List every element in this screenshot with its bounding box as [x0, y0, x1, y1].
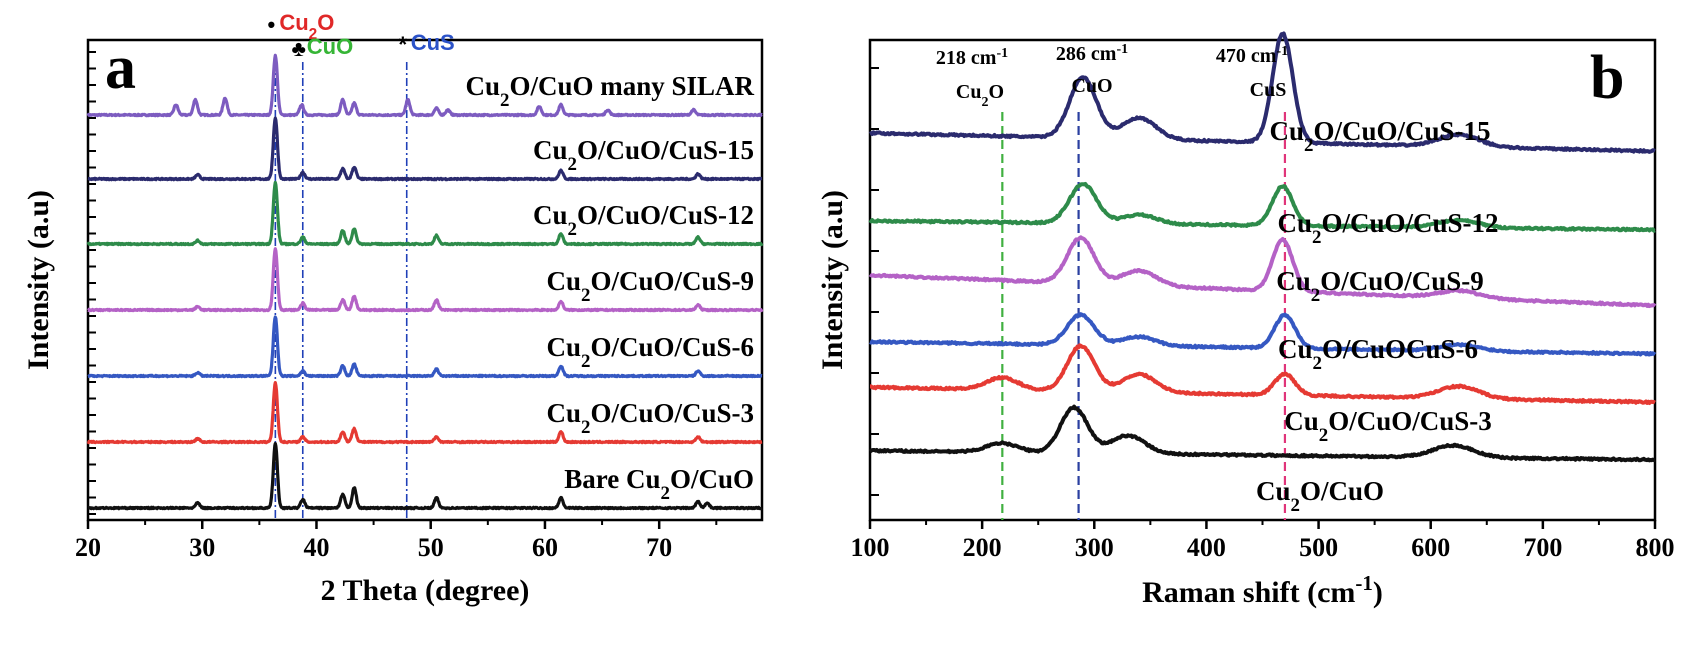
panel-b-series-label: Cu2O/CuO/CuS-12	[1277, 208, 1498, 248]
panel-b-series-line	[868, 181, 1656, 233]
panel-a-series-line	[87, 441, 763, 511]
panel-a-phase-symbol: •	[267, 12, 275, 37]
panel-a-series-line	[87, 116, 763, 182]
panel-a-phase-symbol: *	[398, 32, 407, 57]
panel-b-raman-chart: 100 200 300 400 500 600 700 800 Raman shift (cm-…	[816, 31, 1675, 609]
panel-b-peak-phase: CuS	[1250, 79, 1287, 101]
panel-b-peak-value: 286 cm-1	[1056, 42, 1128, 66]
panel-b-peak-value: 218 cm-1	[936, 46, 1008, 70]
panel-a-series-line	[86, 381, 763, 445]
panel-b-x-tick-label: 800	[1636, 533, 1675, 562]
panel-a-phase-label: CuO	[307, 34, 353, 59]
panel-a-series-label: Cu2O/CuO/CuS-3	[546, 398, 754, 438]
panel-a-letter: a	[105, 34, 136, 102]
panel-b-x-tick-label: 500	[1299, 533, 1338, 562]
panel-b-x-tick-label: 300	[1075, 533, 1114, 562]
panel-a-phase-label: CuS	[411, 30, 455, 55]
panel-b-letter: b	[1590, 44, 1624, 112]
panel-b-x-tick-label: 100	[851, 533, 890, 562]
panel-a-x-tick-label: 30	[189, 533, 215, 562]
panel-a-series-label: Cu2O/CuO/CuS-15	[533, 135, 754, 175]
panel-b-series-label: Cu2O/CuO/CuS-3	[1284, 406, 1492, 446]
panel-b-x-tick-label: 700	[1523, 533, 1562, 562]
panel-b-x-axis-title: Raman shift (cm-1)	[1142, 571, 1383, 609]
panel-a-phase-symbol: ♣	[292, 36, 306, 61]
panel-b-peak-phase: CuO	[1071, 75, 1112, 97]
panel-b-series-line	[868, 404, 1656, 463]
panel-b-y-axis-title: Intensity (a.u)	[816, 190, 849, 370]
panel-b-series-line	[868, 31, 1656, 154]
panel-b-series-line	[869, 343, 1656, 405]
panel-a-series-line	[87, 315, 763, 379]
panel-a-x-tick-label: 40	[303, 533, 329, 562]
panel-a-phase-label: Cu2O	[279, 10, 334, 43]
panel-b-x-tick-label: 600	[1411, 533, 1450, 562]
panel-b-x-tick-label: 400	[1187, 533, 1226, 562]
panel-a-xrd-chart: 20 30 40 50 60 70 2 Theta (degree) Intensity (a…	[22, 10, 764, 607]
panel-a-series-line	[86, 53, 763, 118]
panel-a-series-label: Cu2O/CuO/CuS-12	[533, 200, 754, 240]
panel-b-series-label: Cu2O/CuO/CuS-15	[1269, 116, 1490, 156]
panel-b-series-line	[869, 312, 1657, 357]
panel-a-y-axis-title: Intensity (a.u)	[22, 190, 55, 370]
panel-b-series-line	[868, 235, 1657, 309]
panel-a-series-line	[86, 180, 764, 247]
panel-a-plot-frame	[86, 38, 764, 522]
panel-a-x-tick-label: 50	[418, 533, 444, 562]
panel-a-x-tick-label: 20	[75, 533, 101, 562]
panel-a-x-tick-label: 70	[646, 533, 672, 562]
panel-b-peak-value: 470 cm-1	[1216, 44, 1288, 68]
panel-a-x-tick-label: 60	[532, 533, 558, 562]
panel-b-series-label: Cu2O/CuO/CuS-9	[1276, 266, 1484, 306]
panel-a-series-label: Cu2O/CuO/CuS-9	[546, 266, 754, 306]
panel-a-x-axis-title: 2 Theta (degree)	[321, 574, 530, 607]
panel-a-series-label: Cu2O/CuO many SILAR	[465, 71, 754, 111]
panel-b-peak-phase: Cu2O	[956, 81, 1004, 110]
panel-a-series-line	[87, 247, 764, 313]
panel-b-x-tick-label: 200	[963, 533, 1002, 562]
panel-a-series-label: Bare Cu2O/CuO	[564, 464, 754, 504]
panel-a-series-label: Cu2O/CuO/CuS-6	[546, 332, 754, 372]
panel-b-series-label: Cu2O/CuOCuS-6	[1278, 334, 1478, 374]
panel-b-series-label: Cu2O/CuO	[1256, 476, 1384, 516]
